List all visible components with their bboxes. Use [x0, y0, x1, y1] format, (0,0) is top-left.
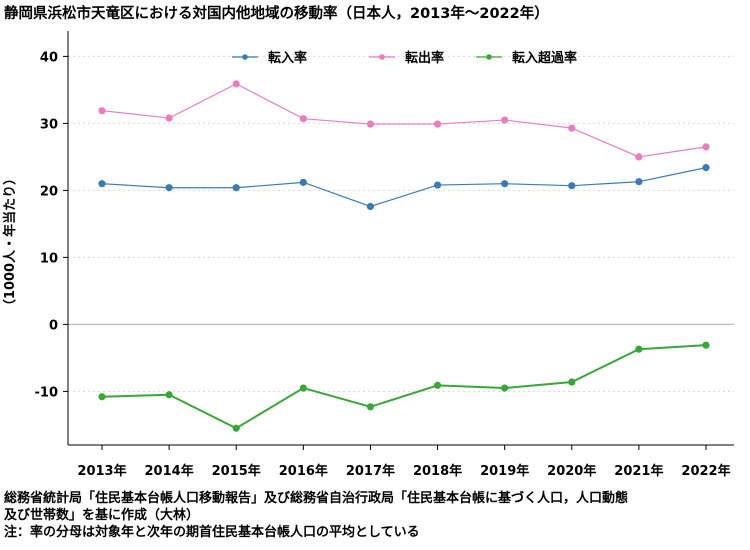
- grid-lines: [68, 55, 734, 392]
- y-tick-label: 40: [40, 50, 58, 65]
- data-point: [702, 164, 710, 172]
- data-point: [433, 181, 442, 189]
- y-tick-label: 20: [40, 184, 58, 199]
- legend-label: 転出率: [405, 50, 444, 66]
- note-line: 注：率の分母は対象年と次年の期首住民基本台帳人口の平均としている: [4, 525, 420, 540]
- legend-marker: [242, 54, 248, 60]
- data-point: [501, 384, 509, 392]
- data-point: [299, 115, 307, 123]
- data-point: [635, 345, 643, 353]
- legend-label: 転入率: [268, 50, 307, 66]
- source-line-2: 及び世帯数」を基に作成（大林）: [4, 508, 200, 523]
- legend-marker: [379, 54, 385, 60]
- data-point: [501, 180, 509, 188]
- chart-title: 静岡県浜松市天竜区における対国内他地域の移動率（日本人，2013年～2022年）: [4, 6, 549, 22]
- y-tick-label: -10: [35, 385, 59, 400]
- data-point: [568, 182, 576, 190]
- data-point: [366, 403, 375, 411]
- legend-item: 転入超過率: [476, 50, 577, 66]
- data-point: [232, 80, 240, 88]
- series-1: [98, 164, 710, 211]
- y-tick-label: 0: [49, 318, 58, 333]
- data-point: [568, 124, 576, 132]
- legend-marker: [486, 54, 492, 60]
- series-line: [101, 167, 707, 208]
- data-point: [501, 116, 509, 124]
- source-notes: 総務省統計局「住民基本台帳人口移動報告」及び総務省自治行政局「住民基本台帳に基づ…: [4, 490, 628, 541]
- series-line: [101, 344, 707, 430]
- data-point: [433, 120, 442, 128]
- data-point: [702, 143, 710, 151]
- data-point: [635, 153, 643, 161]
- data-point: [98, 393, 106, 401]
- x-tick-label: 2022年: [681, 463, 730, 479]
- legend-item: 転入率: [232, 50, 307, 66]
- data-point: [98, 107, 106, 115]
- series-2: [98, 80, 710, 161]
- data-point: [299, 178, 307, 186]
- data-point: [232, 424, 240, 432]
- data-point: [299, 384, 307, 392]
- x-tick-label: 2015年: [212, 463, 261, 479]
- series-3: [98, 341, 710, 432]
- data-point: [232, 184, 240, 192]
- x-tick-label: 2016年: [279, 463, 328, 479]
- x-tick-label: 2018年: [413, 463, 462, 479]
- data-point: [366, 120, 375, 128]
- y-axis-label: （1000人・年当たり）: [2, 172, 18, 312]
- y-tick-label: 10: [40, 251, 58, 266]
- series-line: [101, 83, 707, 158]
- legend-item: 転出率: [369, 50, 444, 66]
- x-tick-label: 2020年: [547, 463, 596, 479]
- x-tick-label: 2013年: [77, 463, 126, 479]
- series-layer: [98, 80, 710, 432]
- y-tick-label: 30: [40, 117, 58, 132]
- data-point: [433, 381, 442, 389]
- source-line-1: 総務省統計局「住民基本台帳人口移動報告」及び総務省自治行政局「住民基本台帳に基づ…: [4, 491, 629, 506]
- data-point: [165, 184, 173, 192]
- data-point: [702, 341, 710, 349]
- data-point: [165, 114, 173, 122]
- x-tick-label: 2021年: [614, 463, 663, 479]
- data-point: [635, 178, 643, 186]
- x-tick-label: 2017年: [346, 463, 395, 479]
- line-chart: 40 30 20 10 0 -10 2013年 2014年 2015年 2016年 2017年 201…: [2, 31, 734, 479]
- axes: 40 30 20 10 0 -10 2013年 2014年 2015年 2016年 2017年 201…: [35, 31, 734, 479]
- data-point: [366, 202, 375, 211]
- legend-label: 転入超過率: [512, 50, 577, 66]
- data-point: [98, 180, 106, 188]
- x-tick-label: 2019年: [480, 463, 529, 479]
- x-tick-label: 2014年: [145, 463, 194, 479]
- data-point: [568, 378, 576, 386]
- data-point: [165, 391, 173, 399]
- legend: 転入率 転出率 転入超過率: [232, 50, 577, 66]
